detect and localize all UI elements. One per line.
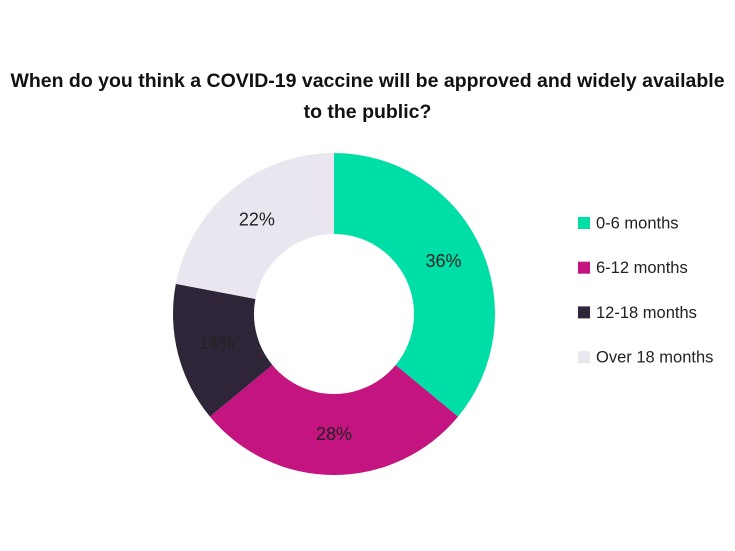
donut-slice — [175, 153, 334, 300]
value-label: 14% — [199, 333, 235, 353]
value-label: 22% — [239, 210, 275, 230]
legend-swatch — [578, 306, 590, 319]
donut-slice — [172, 283, 273, 417]
value-label: 36% — [425, 251, 461, 271]
legend-label: Over 18 months — [596, 348, 713, 366]
legend-label: 12-18 months — [596, 304, 697, 322]
donut-slice — [334, 153, 495, 417]
value-label: 28% — [316, 424, 352, 444]
legend-swatch — [578, 217, 590, 229]
donut-slice — [209, 364, 459, 476]
legend-label: 0-6 months — [596, 214, 679, 232]
legend-swatch — [578, 351, 590, 364]
legend-label: 6-12 months — [596, 259, 688, 277]
legend-swatch — [578, 261, 590, 274]
chart-title: When do you think a COVID-19 vaccine wil… — [10, 70, 725, 123]
